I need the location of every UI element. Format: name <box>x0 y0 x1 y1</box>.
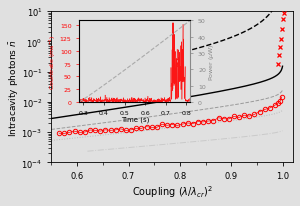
Y-axis label: Intracavity photons $\bar{n}$: Intracavity photons $\bar{n}$ <box>7 39 20 136</box>
Y-axis label: Power ($\mu$W): Power ($\mu$W) <box>207 43 216 81</box>
X-axis label: Coupling $({\lambda}/{\lambda_{cr}})^2$: Coupling $({\lambda}/{\lambda_{cr}})^2$ <box>132 183 213 199</box>
